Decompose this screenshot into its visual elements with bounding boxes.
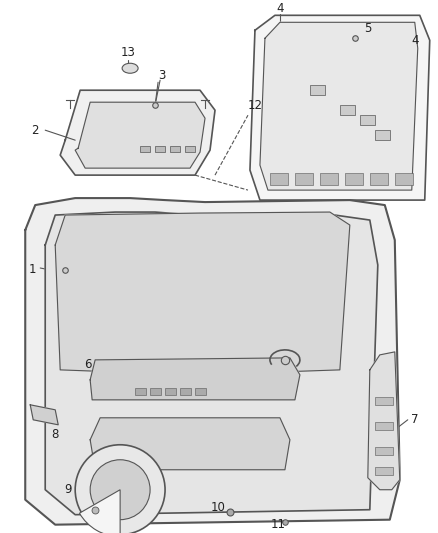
Text: 4: 4	[276, 2, 284, 15]
Bar	[140, 146, 150, 152]
Polygon shape	[368, 352, 400, 490]
Polygon shape	[75, 102, 205, 168]
Circle shape	[75, 445, 165, 533]
Bar	[375, 467, 393, 475]
Bar	[345, 173, 363, 185]
Wedge shape	[79, 490, 120, 533]
Bar	[165, 388, 176, 395]
Polygon shape	[90, 358, 300, 400]
Bar	[375, 422, 393, 430]
Text: 4: 4	[411, 34, 418, 47]
Polygon shape	[250, 15, 430, 200]
Text: 11: 11	[270, 518, 286, 531]
Bar	[370, 173, 388, 185]
Circle shape	[90, 460, 150, 520]
Text: 9: 9	[64, 483, 72, 496]
Text: 6: 6	[85, 358, 92, 372]
Text: 1: 1	[28, 263, 36, 277]
Bar	[360, 115, 375, 125]
Bar	[320, 173, 338, 185]
Text: 12: 12	[247, 99, 262, 112]
Bar	[375, 397, 393, 405]
Polygon shape	[90, 418, 290, 470]
Bar	[375, 447, 393, 455]
Text: 10: 10	[211, 501, 226, 514]
Text: 3: 3	[159, 69, 166, 82]
Bar	[395, 173, 413, 185]
Bar	[185, 146, 195, 152]
Text: 5: 5	[364, 22, 371, 35]
Text: 13: 13	[121, 46, 135, 59]
Bar	[340, 105, 355, 115]
Bar	[310, 85, 325, 95]
Bar	[170, 146, 180, 152]
Polygon shape	[25, 198, 400, 524]
Bar	[155, 146, 165, 152]
Bar	[150, 388, 161, 395]
Polygon shape	[60, 90, 215, 175]
Polygon shape	[30, 405, 58, 425]
Text: 8: 8	[52, 429, 59, 441]
Bar	[195, 388, 206, 395]
Polygon shape	[260, 22, 418, 190]
Bar	[375, 130, 390, 140]
Text: 7: 7	[411, 413, 418, 426]
Ellipse shape	[122, 63, 138, 73]
Polygon shape	[55, 212, 350, 375]
Bar	[270, 173, 288, 185]
Text: 2: 2	[32, 124, 39, 136]
Bar	[135, 388, 146, 395]
Polygon shape	[45, 212, 378, 515]
Bar	[295, 173, 313, 185]
Bar	[180, 388, 191, 395]
